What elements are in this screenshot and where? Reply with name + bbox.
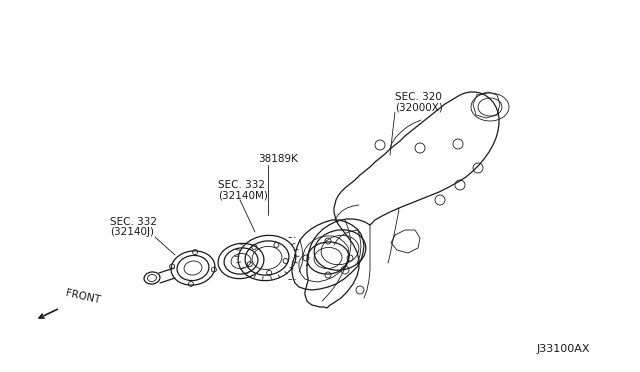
- Text: (32000X): (32000X): [395, 102, 443, 112]
- Text: SEC. 320: SEC. 320: [395, 92, 442, 102]
- Text: (32140M): (32140M): [218, 190, 268, 200]
- Text: J33100AX: J33100AX: [536, 344, 590, 354]
- Text: SEC. 332: SEC. 332: [218, 180, 265, 190]
- Text: SEC. 332: SEC. 332: [110, 217, 157, 227]
- Text: FRONT: FRONT: [65, 288, 102, 305]
- Text: 38189K: 38189K: [258, 154, 298, 164]
- Text: (32140J): (32140J): [110, 227, 154, 237]
